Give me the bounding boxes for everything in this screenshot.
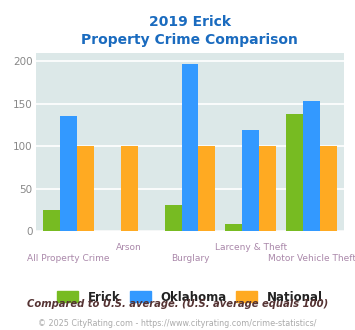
Bar: [242, 130, 259, 231]
Text: All Property Crime: All Property Crime: [27, 254, 109, 263]
Bar: [259, 146, 276, 231]
Bar: [303, 101, 320, 231]
Text: Burglary: Burglary: [171, 254, 209, 263]
Bar: [60, 116, 77, 231]
Text: © 2025 CityRating.com - https://www.cityrating.com/crime-statistics/: © 2025 CityRating.com - https://www.city…: [38, 319, 317, 328]
Legend: Erick, Oklahoma, National: Erick, Oklahoma, National: [57, 290, 323, 304]
Bar: [198, 146, 215, 231]
Bar: [43, 210, 60, 231]
Bar: [286, 114, 303, 231]
Title: 2019 Erick
Property Crime Comparison: 2019 Erick Property Crime Comparison: [82, 15, 298, 48]
Bar: [181, 64, 198, 231]
Bar: [165, 205, 181, 231]
Text: Motor Vehicle Theft: Motor Vehicle Theft: [268, 254, 355, 263]
Text: Arson: Arson: [116, 244, 142, 252]
Text: Larceny & Theft: Larceny & Theft: [215, 244, 287, 252]
Bar: [121, 146, 137, 231]
Bar: [320, 146, 337, 231]
Text: Compared to U.S. average. (U.S. average equals 100): Compared to U.S. average. (U.S. average …: [27, 299, 328, 309]
Bar: [77, 146, 93, 231]
Bar: [225, 224, 242, 231]
